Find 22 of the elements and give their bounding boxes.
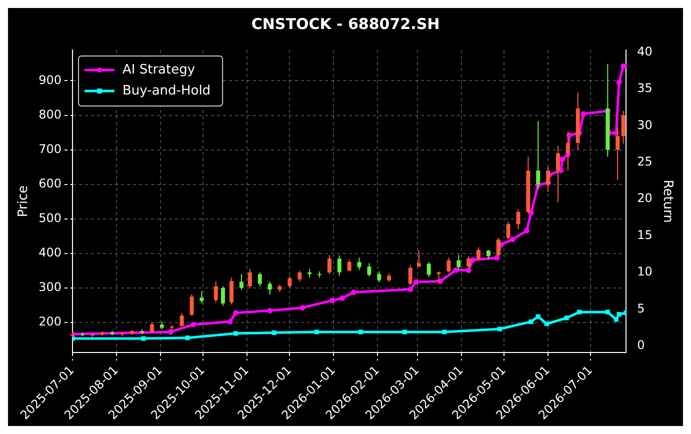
y-axis-title: Price <box>16 185 32 218</box>
y2-tick-label: 30 <box>637 118 652 132</box>
y2-axis-title: Return <box>660 180 675 223</box>
chart-title: CNSTOCK - 688072.SH <box>251 14 440 33</box>
y2-tick-label: 35 <box>637 81 652 96</box>
y-tick-label: 400 <box>38 246 62 260</box>
y-tick-label: 300 <box>38 280 62 294</box>
y2-tick-label: 15 <box>637 228 652 242</box>
legend-label: AI Strategy <box>122 62 196 78</box>
y-tick-label: 800 <box>38 107 62 122</box>
y-tick-label: 700 <box>38 142 62 156</box>
y2-tick-label: 40 <box>637 44 652 58</box>
y-tick-label: 200 <box>38 314 62 329</box>
y-tick-label: 500 <box>38 210 62 225</box>
y2-tick-label: 5 <box>637 301 645 316</box>
y-tick-label: 900 <box>38 72 62 87</box>
y2-tick-label: 20 <box>637 191 652 206</box>
y2-tick-label: 0 <box>637 338 645 352</box>
y-tick-label: 600 <box>38 176 62 190</box>
y2-tick-label: 10 <box>637 264 652 279</box>
y2-tick-label: 25 <box>637 154 652 168</box>
legend-label: Buy-and-Hold <box>122 83 211 98</box>
